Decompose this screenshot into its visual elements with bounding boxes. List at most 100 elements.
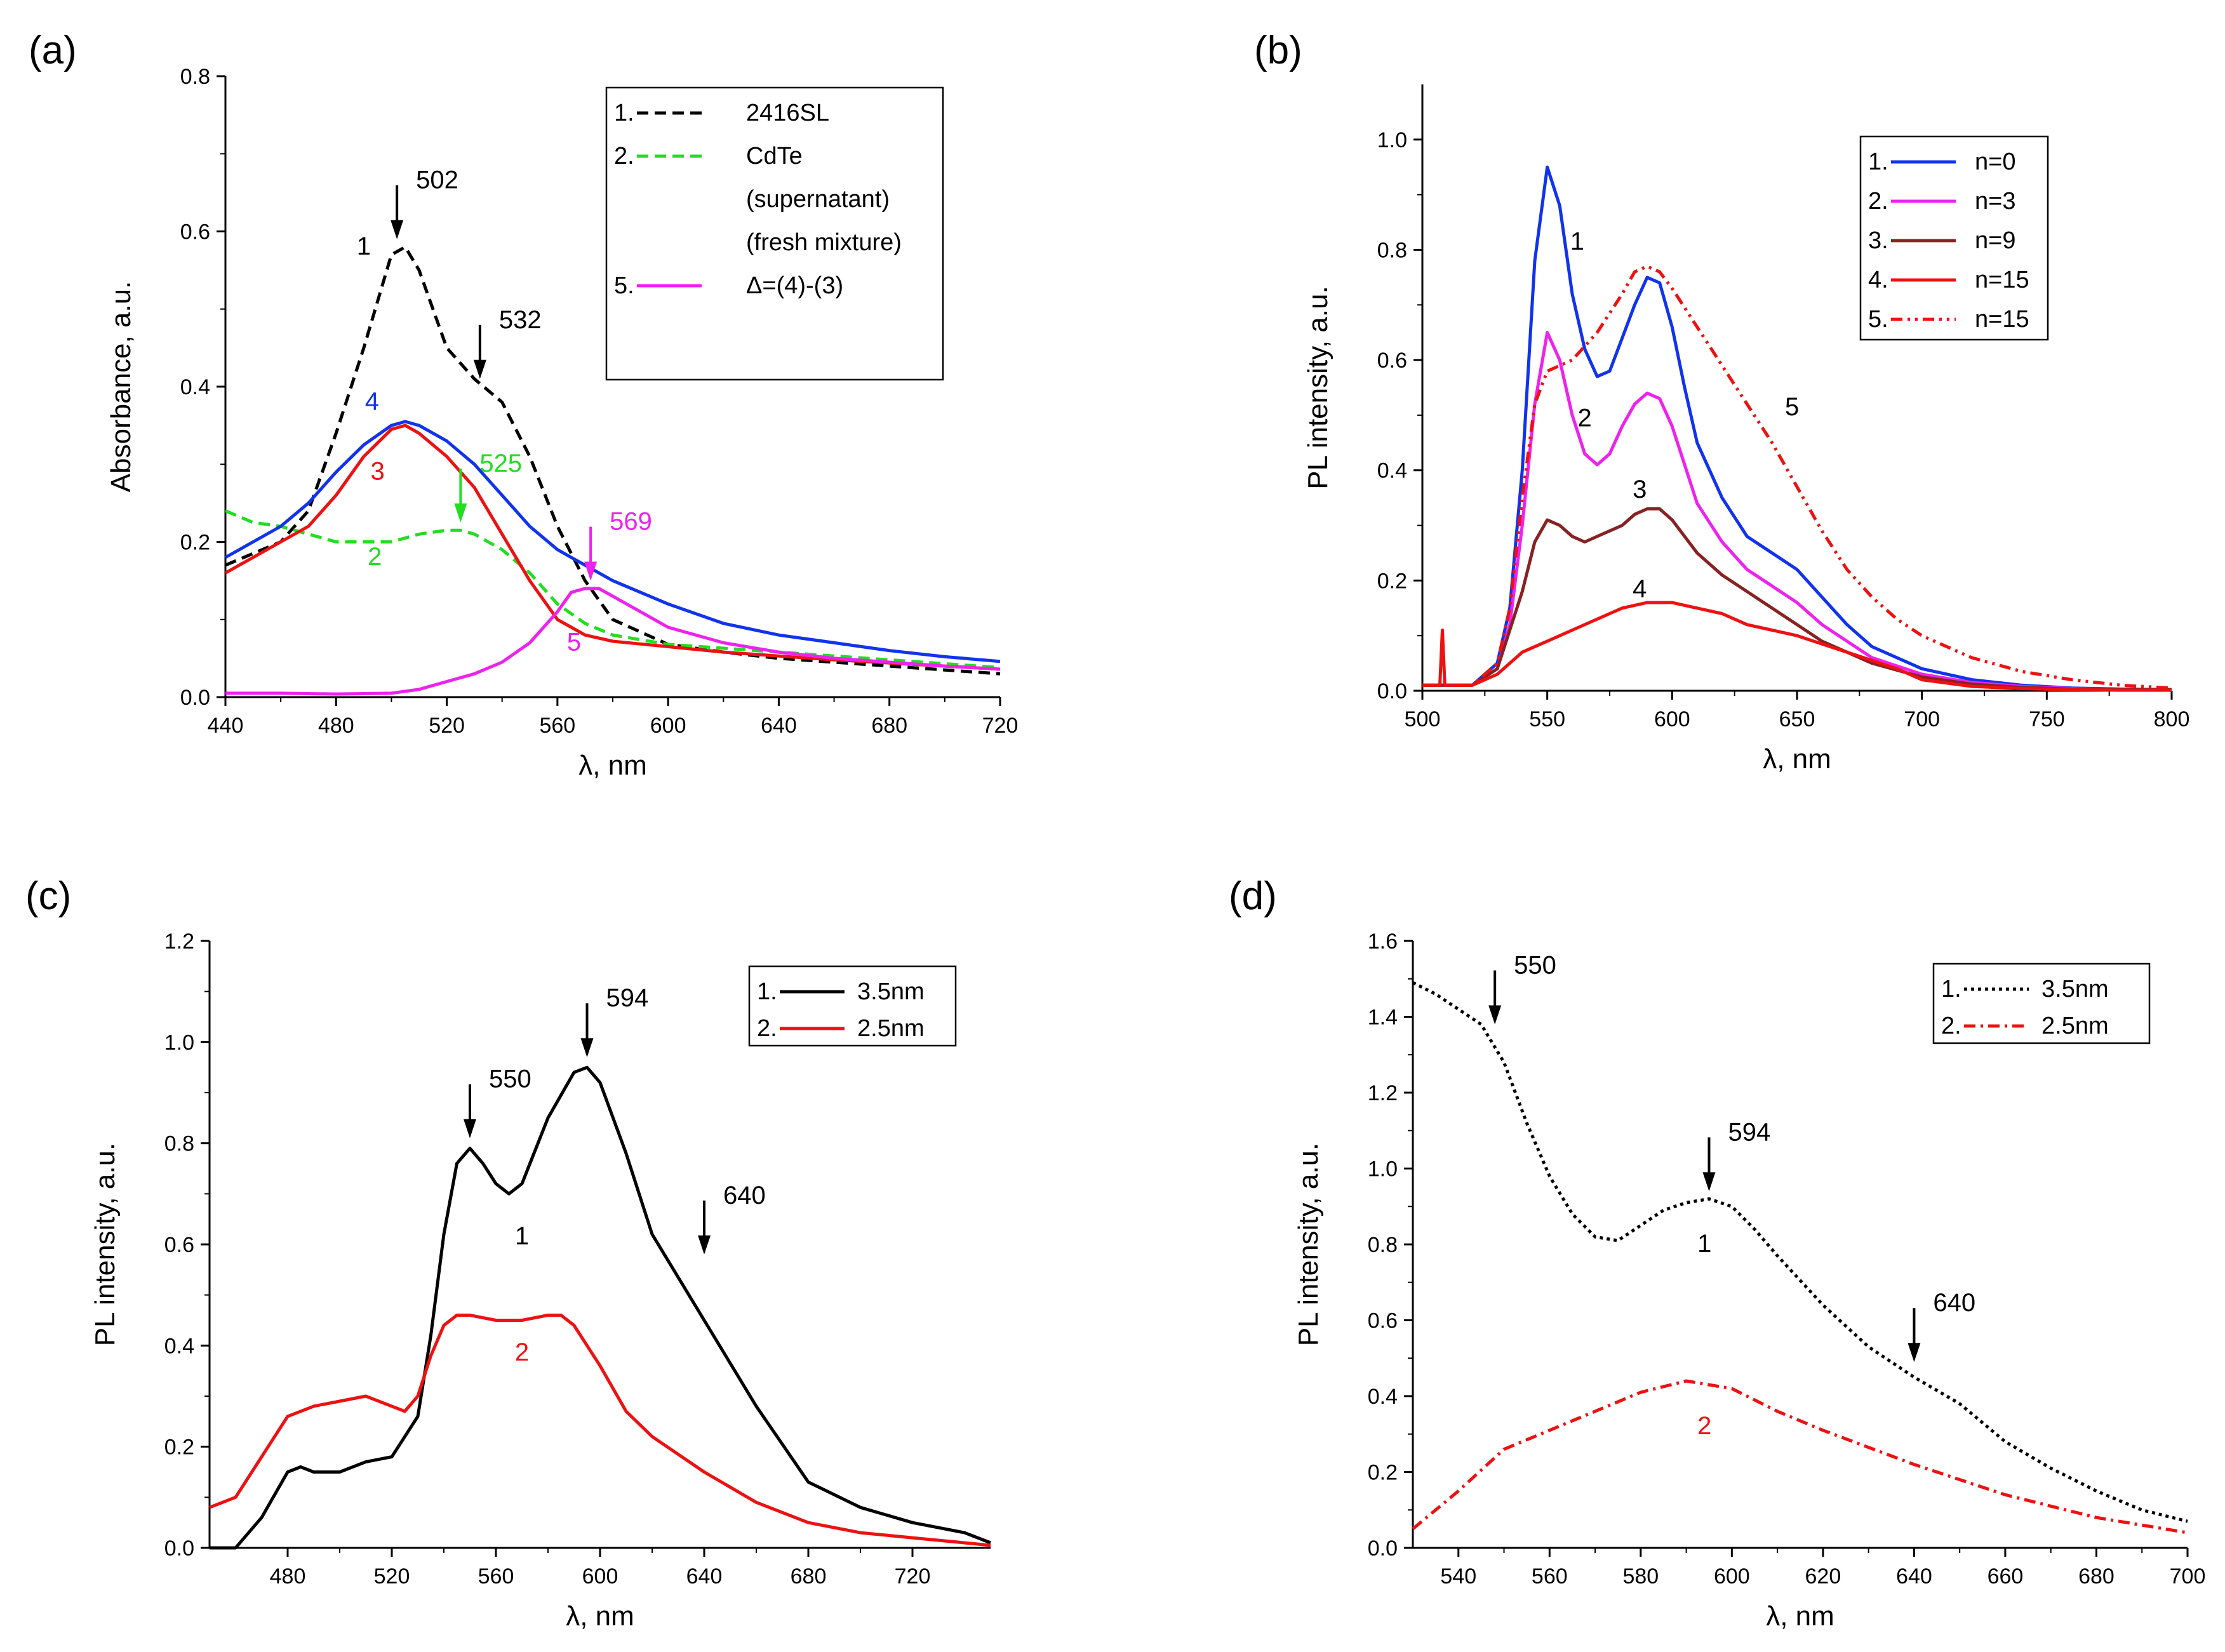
annotation-arrowhead xyxy=(584,561,598,581)
annotation-label: 532 xyxy=(499,306,542,334)
panel-1: (b) 500 550 600 650 700 750 800 0.0 0.2 0.4 0.6 0.8 1… xyxy=(1254,29,2189,775)
annotation-label: 502 xyxy=(416,166,458,194)
series-line-2 xyxy=(1412,1379,2188,1535)
y-tick-label: 0.2 xyxy=(1368,1461,1398,1485)
legend-number: 3. xyxy=(1868,227,1888,254)
x-tick-label: 600 xyxy=(1654,707,1690,731)
x-tick-label: 680 xyxy=(2078,1564,2115,1589)
x-tick-label: 480 xyxy=(318,714,354,738)
annotation-arrowhead xyxy=(1488,1005,1502,1025)
curve-number-label: 2 xyxy=(515,1338,529,1366)
legend-entry: 2.5nm xyxy=(857,1015,925,1042)
annotation-arrowhead xyxy=(391,220,404,239)
curve-number-label: 3 xyxy=(1633,476,1647,503)
x-tick-label: 720 xyxy=(982,714,1019,738)
x-tick-label: 640 xyxy=(761,714,797,738)
x-axis-label: λ, nm xyxy=(1763,743,1831,775)
legend-entry-line2: (supernatant) xyxy=(746,186,890,213)
curve-number-label: 1 xyxy=(357,232,371,260)
legend-entry: 3.5nm xyxy=(2041,976,2109,1003)
series-line-1 xyxy=(210,1065,991,1550)
annotation-arrowhead xyxy=(698,1235,711,1255)
y-tick-label: 0.4 xyxy=(164,1334,194,1358)
y-tick-label: 1.0 xyxy=(1368,1157,1398,1182)
annotation-arrowhead xyxy=(473,359,486,379)
x-tick-label: 560 xyxy=(1532,1564,1568,1589)
y-tick-label: 1.0 xyxy=(1377,128,1407,152)
y-tick-label: 1.6 xyxy=(1368,929,1398,954)
x-tick-label: 500 xyxy=(1405,707,1441,731)
series-line-4 xyxy=(224,420,1001,663)
x-tick-label: 640 xyxy=(1896,1564,1932,1589)
legend-box xyxy=(1932,963,2151,1044)
annotation-label: 594 xyxy=(606,984,649,1012)
panel-label: (d) xyxy=(1229,874,1277,918)
y-tick-label: 0.6 xyxy=(180,220,210,244)
legend-entry: 3.5nm xyxy=(857,978,925,1005)
x-tick-label: 440 xyxy=(208,714,244,738)
legend-number: 4. xyxy=(1868,267,1888,293)
legend-number: 1. xyxy=(757,978,777,1005)
legend-entry: 2.5nm xyxy=(2041,1013,2109,1039)
series-line-3 xyxy=(224,423,1001,671)
series-line-4 xyxy=(1422,601,2172,692)
curve-number-label: 2 xyxy=(368,543,382,571)
legend-number: 2. xyxy=(757,1015,777,1042)
y-tick-label: 0.2 xyxy=(180,531,210,555)
curve-number-label: 5 xyxy=(567,629,581,656)
annotation-label: 550 xyxy=(489,1065,531,1093)
legend-number: 5. xyxy=(1868,306,1888,333)
annotation-arrowhead xyxy=(464,1119,476,1138)
series-line-1 xyxy=(225,245,1001,676)
curve-number-label: 4 xyxy=(365,388,379,416)
y-axis-label: Absorbance, a.u. xyxy=(105,281,137,493)
annotation-arrowhead xyxy=(454,503,467,523)
x-tick-label: 520 xyxy=(374,1564,410,1589)
x-tick-label: 680 xyxy=(791,1564,827,1589)
curve-number-label: 2 xyxy=(1578,404,1592,432)
y-axis-label: PL intensity, a.u. xyxy=(90,1143,121,1346)
panel-label: (b) xyxy=(1254,29,1302,72)
legend-entry: 2416SL xyxy=(746,100,829,126)
panel-3: (d) 540 560 580 600 620 640 660 680 700 0.0 0.2 0.4 0… xyxy=(1229,874,2205,1632)
y-tick-label: 1.2 xyxy=(1368,1081,1398,1105)
series-line-1 xyxy=(1422,165,2172,691)
x-tick-label: 560 xyxy=(539,714,575,738)
x-tick-label: 680 xyxy=(871,714,907,738)
x-tick-label: 600 xyxy=(650,714,686,738)
y-tick-label: 0.2 xyxy=(164,1436,194,1460)
annotation-label: 525 xyxy=(479,450,522,477)
annotation-label: 594 xyxy=(1728,1118,1770,1146)
legend-number: 1. xyxy=(1868,149,1888,175)
y-tick-label: 0.0 xyxy=(1368,1536,1398,1561)
x-tick-label: 620 xyxy=(1805,1564,1841,1589)
x-tick-label: 650 xyxy=(1779,707,1815,731)
y-tick-label: 0.8 xyxy=(164,1132,194,1156)
panel-0: (a) 440 480 520 560 600 640 680 720 0.0 0.2 0.4 0.6 0… xyxy=(29,29,1018,781)
legend-entry: n=9 xyxy=(1975,227,2015,254)
series-line-5 xyxy=(225,587,1001,696)
legend-number: 1. xyxy=(1941,976,1961,1003)
curve-number-label: 3 xyxy=(371,458,385,486)
series-line-2 xyxy=(209,1314,991,1547)
x-tick-label: 520 xyxy=(429,714,465,738)
legend-box xyxy=(748,965,957,1047)
series-line-3 xyxy=(1422,507,2172,691)
curve-number-label: 4 xyxy=(1633,575,1647,603)
curve-number-label: 5 xyxy=(1785,393,1799,421)
x-tick-label: 600 xyxy=(582,1564,618,1589)
legend-number: 2. xyxy=(1941,1013,1961,1039)
y-tick-label: 0.6 xyxy=(164,1233,194,1257)
legend-number: 2. xyxy=(614,143,634,170)
legend-entry: n=0 xyxy=(1975,149,2015,175)
series-line-2 xyxy=(1422,331,2172,691)
y-tick-label: 0.0 xyxy=(164,1536,194,1561)
legend-box xyxy=(605,86,944,381)
panel-label: (a) xyxy=(29,29,77,72)
curve-number-label: 1 xyxy=(1697,1230,1711,1258)
y-tick-label: 1.2 xyxy=(164,929,194,954)
panel-label: (c) xyxy=(25,874,71,918)
curve-number-label: 2 xyxy=(1697,1412,1711,1440)
annotation-arrowhead xyxy=(1702,1172,1716,1192)
x-axis-label: λ, nm xyxy=(566,1601,634,1632)
